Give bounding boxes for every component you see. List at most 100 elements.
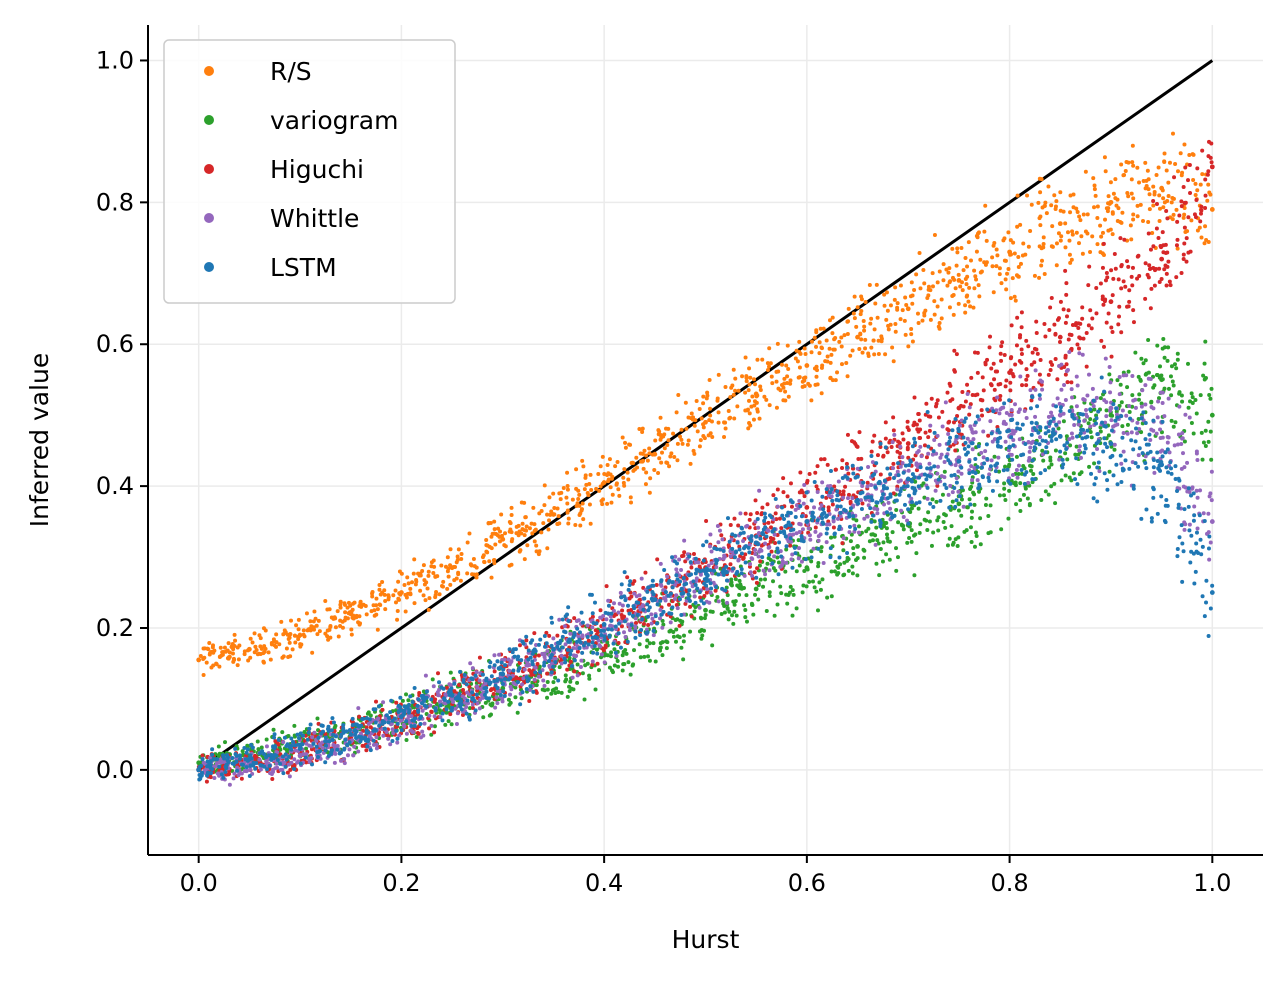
data-point-density (640, 426, 645, 431)
data-point-density (953, 448, 958, 453)
data-point-density (338, 602, 343, 607)
data-point-density (270, 776, 275, 781)
data-point-density (514, 524, 519, 529)
data-point-density (1088, 429, 1093, 434)
data-point-density (222, 645, 227, 650)
data-point-density (800, 527, 805, 532)
data-point-density (660, 618, 665, 623)
data-point-density (620, 653, 625, 658)
data-point-density (620, 603, 625, 608)
data-point-density (986, 433, 991, 438)
data-point-density (845, 374, 850, 379)
data-point-density (1148, 438, 1153, 443)
data-point-density (342, 601, 347, 606)
data-point-density (894, 546, 899, 551)
data-point-density (1161, 205, 1166, 210)
data-point-density (1112, 447, 1117, 452)
data-point-density (374, 699, 379, 704)
data-point-density (523, 515, 528, 520)
data-point-density (1173, 161, 1178, 166)
data-point-density (427, 726, 432, 731)
data-point-density (1107, 372, 1112, 377)
data-point-density (1126, 194, 1131, 199)
data-point-density (819, 345, 824, 350)
data-point-density (1021, 492, 1026, 497)
data-point-density (744, 619, 749, 624)
data-point-density (204, 779, 209, 784)
data-point-density (775, 533, 780, 538)
data-point-density (1119, 286, 1124, 291)
data-point-density (1007, 462, 1012, 467)
data-point-density (701, 401, 706, 406)
data-point-density (926, 293, 931, 298)
data-point-density (681, 633, 686, 638)
data-point-density (544, 630, 549, 635)
data-point-density (1059, 362, 1064, 367)
data-point-density (851, 311, 856, 316)
data-point-density (1003, 384, 1008, 389)
data-point-density (766, 528, 771, 533)
data-point-density (346, 600, 351, 605)
data-point-density (1182, 212, 1187, 217)
data-point-density (304, 760, 309, 765)
data-point-density (1024, 367, 1029, 372)
data-point-density (854, 518, 859, 523)
data-point-density (680, 441, 685, 446)
data-point-density (779, 526, 784, 531)
data-point-density (625, 470, 630, 475)
data-point-density (375, 627, 380, 632)
data-point-density (296, 627, 301, 632)
data-point-density (845, 432, 850, 437)
data-point (703, 607, 708, 613)
data-point-density (1129, 191, 1134, 196)
data-point-density (345, 753, 350, 758)
data-point-density (965, 392, 970, 397)
data-point-density (816, 560, 821, 565)
data-point-density (1039, 263, 1044, 268)
data-point-density (983, 502, 988, 507)
data-point-density (468, 661, 473, 666)
data-point-density (1073, 452, 1078, 457)
data-point-density (768, 361, 773, 366)
data-point-density (978, 257, 983, 262)
data-point-density (876, 351, 881, 356)
data-point-density (1107, 364, 1112, 369)
data-point-density (647, 641, 652, 646)
data-point-density (545, 671, 550, 676)
data-point-density (697, 605, 702, 610)
data-point-density (1104, 408, 1109, 413)
data-point-density (1143, 186, 1148, 191)
data-point-density (870, 460, 875, 465)
data-point-density (1049, 484, 1054, 489)
data-point-density (1052, 193, 1057, 198)
data-point-density (819, 503, 824, 508)
data-point-density (224, 753, 229, 758)
data-point-density (364, 612, 369, 617)
data-point-density (841, 548, 846, 553)
data-point-density (1156, 165, 1161, 170)
data-point-density (507, 662, 512, 667)
data-point-density (1050, 224, 1055, 229)
data-point-density (640, 430, 645, 435)
data-point-density (1087, 464, 1092, 469)
data-point-density (847, 530, 852, 535)
data-point-density (643, 570, 648, 575)
data-point-density (580, 501, 585, 506)
data-point (855, 334, 860, 340)
data-point-density (946, 420, 951, 425)
data-point-density (1103, 217, 1108, 222)
data-point-density (996, 455, 1001, 460)
data-point-density (936, 528, 941, 533)
data-point-density (1067, 252, 1072, 257)
data-point-density (941, 278, 946, 283)
data-point-density (875, 453, 880, 458)
data-point-density (1076, 346, 1081, 351)
data-point-density (1185, 361, 1190, 366)
data-point-density (960, 389, 965, 394)
data-point-density (997, 469, 1002, 474)
data-point-density (295, 760, 300, 765)
data-point-density (293, 743, 298, 748)
data-point-density (611, 608, 616, 613)
data-point-density (1177, 213, 1182, 218)
data-point-density (1092, 205, 1097, 210)
